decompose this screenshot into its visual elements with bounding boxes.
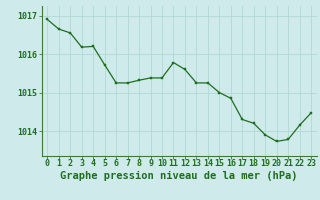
X-axis label: Graphe pression niveau de la mer (hPa): Graphe pression niveau de la mer (hPa) [60,171,298,181]
